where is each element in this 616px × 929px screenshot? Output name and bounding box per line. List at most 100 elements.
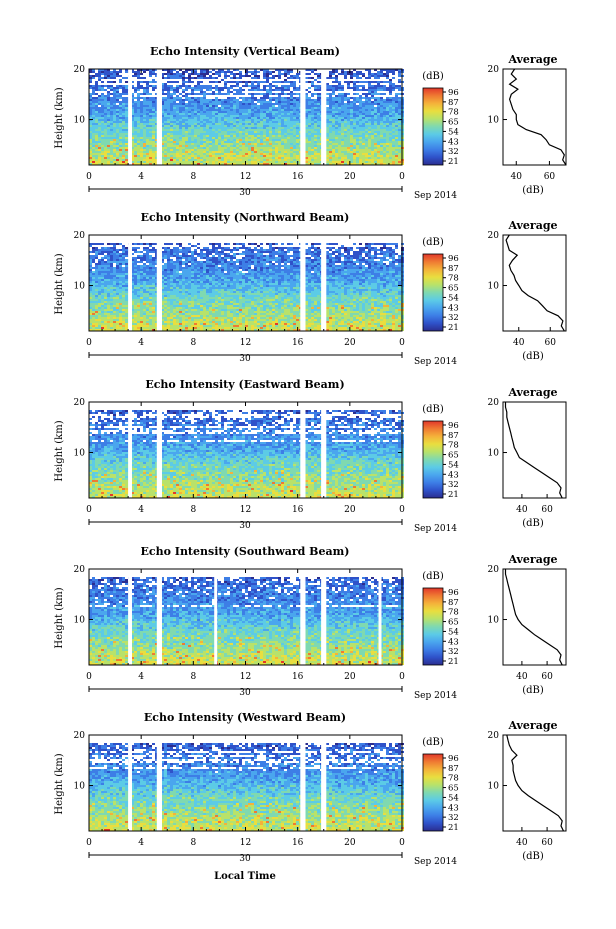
x-tick-label: 8: [190, 505, 196, 515]
colorbar-label: 78: [448, 274, 459, 284]
y-tick-label: 20: [74, 565, 86, 575]
average-x-tick-label: 40: [516, 672, 528, 682]
y-tick-label: 10: [74, 116, 86, 126]
x-tick-label: 4: [138, 505, 144, 515]
x-tick-label: 20: [344, 672, 356, 682]
x-tick-label: 0: [86, 172, 92, 182]
panel-southward-beam: Echo Intensity (Southward Beam) 0 4 8 12 16 2…: [54, 545, 567, 701]
x-tick-label: 16: [292, 338, 304, 348]
panel-title: Echo Intensity (Westward Beam): [144, 711, 346, 724]
x-tick-label: 16: [292, 838, 304, 848]
colorbar-ramp: [422, 420, 444, 499]
colorbar-label: 65: [448, 618, 459, 628]
x-tick-label: 16: [292, 672, 304, 682]
data-gap-1: [156, 235, 162, 331]
colorbar-label: 78: [448, 441, 459, 451]
average-y-tick-label: 10: [488, 116, 500, 126]
average-x-tick-label: 60: [545, 338, 557, 348]
colorbar-label: 65: [448, 284, 459, 294]
colorbar-label: 87: [448, 764, 459, 774]
average-x-tick-label: 40: [513, 338, 525, 348]
colorbar-label: 21: [448, 823, 459, 833]
average-y-tick-label: 10: [488, 449, 500, 459]
average-profile-line: [504, 402, 563, 499]
colorbar-ramp: [422, 253, 444, 332]
average-frame: [502, 401, 567, 499]
y-tick-label: 10: [74, 782, 86, 792]
day-label: 30: [239, 188, 251, 198]
panel-eastward-beam: Echo Intensity (Eastward Beam) 0 4 8 12 16 20…: [54, 378, 567, 534]
average-xlabel: (dB): [522, 518, 544, 529]
x-axis-title: Local Time: [214, 871, 276, 882]
x-tick-label: 16: [292, 172, 304, 182]
heatmap-cells: [89, 243, 404, 331]
day-label: 30: [239, 854, 251, 864]
y-tick-label: 10: [74, 616, 86, 626]
x-tick-label: 0: [399, 505, 405, 515]
colorbar-ramp: [422, 587, 444, 666]
heatmap-area: 0 4 8 12 16 20 0 10 20: [74, 731, 405, 858]
x-tick-label: 0: [399, 672, 405, 682]
panel-title: Echo Intensity (Southward Beam): [141, 545, 350, 558]
day-label: 30: [239, 688, 251, 698]
heatmap-area: 0 4 8 12 16 20 0 10 20: [74, 565, 405, 692]
colorbar-label: 43: [448, 137, 459, 147]
y-tick-label: 10: [74, 282, 86, 292]
colorbar-label: 32: [448, 147, 459, 157]
x-tick-label: 0: [86, 838, 92, 848]
y-tick-label: 20: [74, 231, 86, 241]
day-label: 30: [239, 354, 251, 364]
colorbar-ramp: [422, 87, 444, 166]
colorbar-label: 43: [448, 303, 459, 313]
average-profile-plot: 40 60 10 20: [488, 565, 567, 682]
date-label: Sep 2014: [414, 691, 457, 701]
panel-northward-beam: Echo Intensity (Northward Beam) 0 4 8 12 16 2…: [54, 211, 567, 367]
data-gap-3: [321, 69, 327, 165]
average-x-tick-label: 60: [541, 505, 553, 515]
x-tick-label: 16: [292, 505, 304, 515]
date-label: Sep 2014: [414, 524, 457, 534]
average-x-tick-label: 60: [544, 172, 556, 182]
colorbar-label: 32: [448, 813, 459, 823]
x-tick-label: 0: [399, 838, 405, 848]
average-profile-plot: 40 60 10 20: [488, 731, 567, 848]
x-tick-label: 8: [190, 172, 196, 182]
average-xlabel: (dB): [522, 851, 544, 862]
x-tick-label: 20: [344, 172, 356, 182]
colorbar-label: 32: [448, 647, 459, 657]
colorbar-label: 96: [448, 421, 459, 431]
colorbar-label: 87: [448, 431, 459, 441]
colorbar-label: 65: [448, 118, 459, 128]
heatmap-cells: [89, 410, 404, 498]
height-axis-label: Height (km): [54, 587, 65, 648]
x-tick-label: 0: [399, 172, 405, 182]
heatmap-area: 0 4 8 12 16 20 0 10 20: [74, 231, 405, 358]
colorbar-label: 78: [448, 108, 459, 118]
x-tick-label: 0: [86, 505, 92, 515]
panel-westward-beam: Echo Intensity (Westward Beam) 0 4 8 12 16 20…: [54, 711, 567, 867]
x-tick-label: 4: [138, 838, 144, 848]
heatmap-area: 0 4 8 12 16 20 0 10 20: [74, 398, 405, 525]
average-profile-plot: 40 60 10 20: [488, 231, 567, 348]
colorbar-unit: (dB): [422, 737, 444, 748]
date-label: Sep 2014: [414, 857, 457, 867]
data-gap-2: [300, 69, 306, 165]
colorbar-label: 87: [448, 98, 459, 108]
average-x-tick-label: 40: [511, 172, 523, 182]
x-tick-label: 20: [344, 838, 356, 848]
data-gap-2: [300, 235, 306, 331]
colorbar-ramp: [422, 753, 444, 832]
data-gap-3: [321, 235, 327, 331]
colorbar-label: 65: [448, 784, 459, 794]
colorbar-label: 43: [448, 637, 459, 647]
average-y-tick-label: 10: [488, 782, 500, 792]
height-axis-label: Height (km): [54, 420, 65, 481]
panel-title: Echo Intensity (Eastward Beam): [145, 378, 344, 391]
colorbar-label: 21: [448, 490, 459, 500]
average-y-tick-label: 10: [488, 616, 500, 626]
x-tick-label: 12: [240, 172, 251, 182]
